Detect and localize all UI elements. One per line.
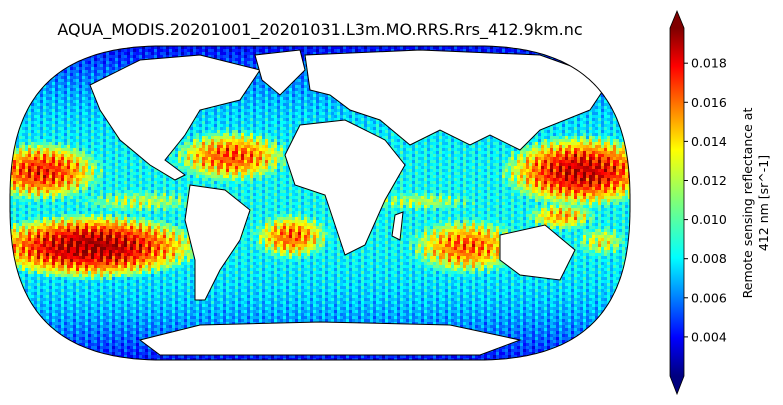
land-antarctica <box>138 321 522 356</box>
colorbar-tick-label: 0.018 <box>691 56 727 71</box>
colorbar-tick-label: 0.014 <box>691 134 727 149</box>
colorbar-extend-min <box>670 376 684 394</box>
land-masses <box>89 49 611 356</box>
colorbar-tick-label: 0.016 <box>691 95 727 110</box>
land-australia <box>499 224 576 281</box>
colorbar-tick-label: 0.008 <box>691 251 727 266</box>
land-madagascar <box>391 211 404 241</box>
land-north-america <box>89 54 261 181</box>
colorbar-extend-max <box>670 11 684 28</box>
colorbar-label-line1: Remote sensing reflectance at <box>740 108 755 299</box>
colorbar-frame <box>669 9 685 396</box>
land-africa <box>284 119 406 256</box>
colorbar-tick-label: 0.004 <box>691 329 727 344</box>
map-boundary <box>9 45 631 361</box>
land-greenland <box>254 49 306 96</box>
colorbar-tick-label: 0.010 <box>691 212 727 227</box>
colorbar-label-line2: 412 nm [sr^-1] <box>756 155 771 251</box>
map-title: AQUA_MODIS.20201001_20201031.L3m.MO.RRS.… <box>0 20 640 39</box>
land-south-america <box>184 184 251 301</box>
colorbar: 0.004 0.006 0.008 0.010 0.012 0.014 0.016 0.018… <box>669 9 771 396</box>
colorbar-gradient <box>670 28 684 376</box>
colorbar-tick-label: 0.012 <box>691 173 727 188</box>
colorbar-tick-label: 0.006 <box>691 290 727 305</box>
colorbar-ticks: 0.004 0.006 0.008 0.010 0.012 0.014 0.016 0.018 <box>684 56 727 344</box>
